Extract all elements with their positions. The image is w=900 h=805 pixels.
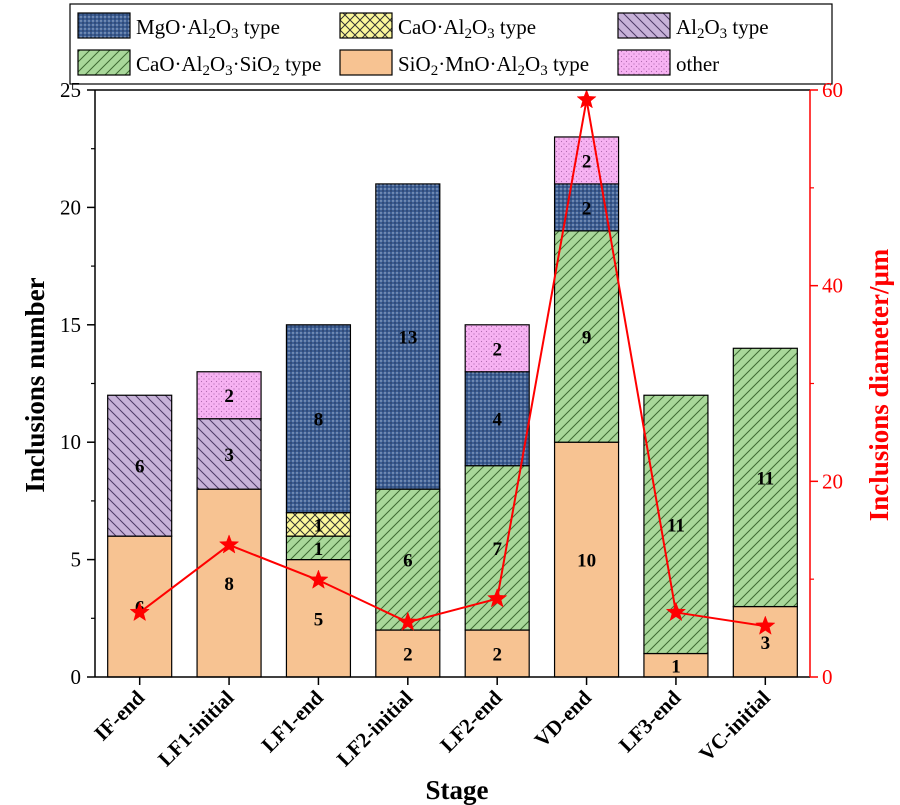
legend-item-cao-al2o3-sio2-type: CaO·Al2O3·SiO2 type — [77, 49, 321, 79]
diameter-point-if-end — [129, 601, 150, 622]
bar-mgo-al2o3-type-lf2-initial — [375, 183, 441, 490]
x-ticks: IF-end LF1-initial LF1-end LF2-initial LF2-e… — [89, 677, 775, 771]
bar-label-mgo-al2o3-type-lf2-end: 4 — [492, 410, 502, 431]
legend-swatch — [77, 49, 131, 76]
diameter-point-vd-end — [576, 89, 597, 109]
bar-other-lf2-end — [464, 324, 530, 373]
diameter-point-lf2-end — [487, 588, 508, 608]
bar-label-sio2-mno-al2o3-type-lf3-end: 1 — [671, 656, 681, 677]
bar-label-mgo-al2o3-type-vd-end: 2 — [582, 198, 592, 219]
legend-label: Al2O3 type — [676, 15, 769, 42]
x-axis-title: Stage — [426, 775, 489, 805]
legend-item-cao-al2o3-type: CaO·Al2O3 type — [339, 12, 536, 42]
bar-label-mgo-al2o3-type-lf2-initial: 13 — [398, 328, 417, 349]
y-left-tick-label: 25 — [60, 78, 81, 102]
bar-label-al2o3-type-if-end: 6 — [135, 457, 145, 478]
legend-label: CaO·Al2O3 type — [398, 15, 536, 42]
bar-al2o3-type-lf1-initial — [196, 418, 262, 490]
y-left-tick-label: 5 — [71, 548, 82, 572]
legend-item-other: other — [617, 49, 719, 76]
bar-label-al2o3-type-lf1-initial: 3 — [224, 445, 234, 466]
chart-legend: MgO·Al2O3 type CaO·Al2O3 type Al2O3 type Ca… — [69, 3, 833, 85]
bar-other-lf1-initial — [196, 371, 262, 420]
y-right-ticks: 0 20 40 60 — [810, 78, 843, 689]
bar-sio2-mno-al2o3-type-lf1-initial — [196, 488, 262, 678]
y-right-tick-label: 20 — [822, 469, 843, 493]
x-tick-label-lf2-initial: LF2-initial — [332, 685, 418, 771]
bar-other-vd-end — [553, 136, 620, 185]
bar-label-other-vd-end: 2 — [582, 151, 592, 172]
bar-label-sio2-mno-al2o3-type-lf1-end: 5 — [314, 609, 324, 630]
bar-label-other-lf1-initial: 2 — [224, 386, 234, 407]
legend-label: other — [676, 52, 719, 76]
x-tick-label-if-end: IF-end — [89, 685, 149, 745]
legend-label: SiO2·MnO·Al2O3 type — [398, 52, 589, 79]
bar-label-sio2-mno-al2o3-type-lf2-end: 2 — [492, 645, 502, 666]
y-left-tick-label: 15 — [60, 313, 81, 337]
x-tick-label-lf3-end: LF3-end — [614, 685, 686, 757]
diameter-point-lf1-initial — [218, 534, 240, 554]
legend-label: CaO·Al2O3·SiO2 type — [136, 52, 321, 79]
bar-label-sio2-mno-al2o3-type-vc-initial: 3 — [761, 633, 771, 654]
x-tick-label-lf2-end: LF2-end — [435, 685, 507, 757]
y-right-tick-label: 40 — [822, 274, 843, 298]
legend-item-mgo-al2o3-type: MgO·Al2O3 type — [77, 12, 280, 42]
diameter-line — [139, 99, 766, 628]
legend-item-al2o3-type: Al2O3 type — [617, 12, 769, 42]
y-right-tick-label: 60 — [822, 78, 843, 102]
bar-cao-al2o3-sio2-type-vc-initial — [732, 347, 798, 608]
bar-mgo-al2o3-type-lf2-end — [464, 371, 530, 467]
bar-label-cao-al2o3-sio2-type-lf2-end: 7 — [492, 539, 502, 560]
bar-al2o3-type-if-end — [107, 394, 173, 537]
bar-mgo-al2o3-type-lf1-end — [285, 324, 352, 514]
y-left-ticks: 0 5 10 15 20 25 — [60, 78, 95, 689]
bar-label-mgo-al2o3-type-lf1-end: 8 — [314, 410, 324, 431]
diameter-line-layer — [129, 89, 776, 635]
x-tick-label-vd-end: VD-end — [530, 685, 597, 752]
bar-label-other-lf2-end: 2 — [492, 339, 502, 360]
legend-swatch — [339, 12, 393, 39]
bar-label-cao-al2o3-type-lf1-end: 1 — [314, 515, 324, 536]
legend-swatch — [617, 12, 671, 39]
bar-sio2-mno-al2o3-type-lf2-initial — [375, 629, 441, 678]
bar-label-cao-al2o3-sio2-type-vd-end: 9 — [582, 328, 592, 349]
legend-swatch — [617, 49, 671, 76]
diameter-point-lf3-end — [665, 601, 687, 622]
y-left-tick-label: 10 — [60, 430, 81, 454]
y-right-tick-label: 0 — [822, 665, 833, 689]
x-tick-label-lf1-initial: LF1-initial — [153, 685, 239, 771]
bar-label-cao-al2o3-sio2-type-lf1-end: 1 — [314, 539, 324, 560]
y-axis-title: Inclusions number — [20, 277, 50, 492]
legend-frame — [69, 3, 833, 85]
y2-axis-title: Inclusions diameter/μm — [864, 248, 894, 521]
bar-cao-al2o3-sio2-type-lf2-initial — [375, 488, 441, 631]
x-tick-label-vc-initial: VC-initial — [694, 685, 775, 766]
bar-sio2-mno-al2o3-type-vd-end — [553, 441, 620, 678]
x-tick-label-lf1-end: LF1-end — [257, 685, 329, 757]
legend-item-sio2-mno-al2o3-type: SiO2·MnO·Al2O3 type — [339, 49, 589, 79]
bar-label-cao-al2o3-sio2-type-lf2-initial: 6 — [403, 551, 413, 572]
legend-label: MgO·Al2O3 type — [136, 15, 280, 42]
bar-label-sio2-mno-al2o3-type-vd-end: 10 — [577, 551, 596, 572]
bars-layer — [107, 136, 798, 678]
bar-label-cao-al2o3-sio2-type-vc-initial: 11 — [756, 468, 774, 489]
bar-cao-al2o3-sio2-type-vd-end — [553, 230, 620, 443]
diameter-point-vc-initial — [755, 615, 776, 635]
bar-label-sio2-mno-al2o3-type-lf2-initial: 2 — [403, 645, 413, 666]
bar-sio2-mno-al2o3-type-lf2-end — [464, 629, 530, 678]
diameter-point-lf2-initial — [397, 611, 418, 631]
diameter-point-lf1-end — [308, 569, 329, 589]
bar-label-cao-al2o3-sio2-type-lf3-end: 11 — [667, 515, 685, 536]
bar-label-sio2-mno-al2o3-type-lf1-initial: 8 — [224, 574, 234, 595]
legend-swatch — [339, 49, 393, 76]
y-left-tick-label: 20 — [60, 195, 81, 219]
y-left-tick-label: 0 — [71, 665, 82, 689]
legend-swatch — [77, 12, 131, 39]
